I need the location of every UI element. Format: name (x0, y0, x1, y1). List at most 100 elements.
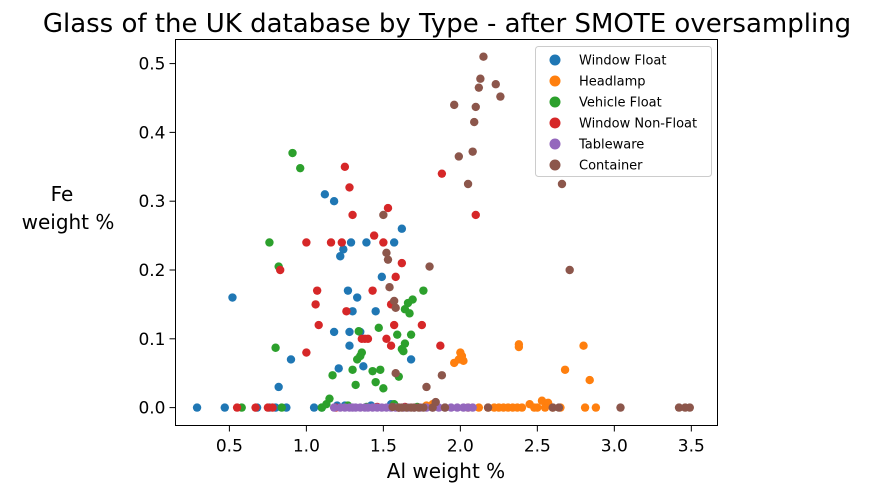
data-point (311, 300, 320, 309)
data-point (314, 320, 323, 330)
y-tick-label: 0.4 (138, 123, 165, 143)
data-point (302, 238, 311, 247)
data-point (383, 203, 393, 213)
data-point (232, 403, 242, 412)
plot-frame (175, 39, 718, 426)
data-point (345, 327, 354, 337)
series-window-float (192, 190, 416, 412)
data-point (533, 403, 542, 412)
data-point (397, 258, 407, 268)
data-point (302, 348, 311, 357)
data-point (371, 307, 380, 316)
legend-marker-window-non-float (549, 117, 561, 129)
data-point (491, 80, 500, 89)
data-point (450, 100, 459, 110)
data-point (220, 403, 229, 412)
data-point (369, 231, 379, 240)
data-point (271, 343, 280, 352)
x-tick-label: 2.5 (524, 437, 551, 457)
data-point (579, 341, 588, 350)
data-point (474, 403, 484, 412)
data-point (362, 238, 371, 247)
data-point (371, 377, 380, 387)
chart-title: Glass of the UK database by Type - after… (43, 9, 851, 39)
data-point (459, 356, 468, 366)
data-point (560, 365, 570, 374)
data-point (343, 286, 353, 295)
data-point (339, 245, 348, 254)
data-point (557, 179, 567, 189)
data-point (391, 303, 400, 313)
legend-marker-tableware (549, 138, 561, 150)
y-axis: 0.0 0.1 0.2 0.3 0.4 0.5 (138, 55, 176, 419)
data-point (389, 320, 399, 330)
data-point (389, 238, 399, 247)
data-point (352, 293, 362, 302)
data-point (286, 355, 296, 364)
series-container (379, 52, 694, 412)
data-point (389, 296, 399, 306)
data-point (476, 74, 485, 83)
legend-label-window-non-float: Window Non-Float (579, 117, 697, 132)
data-point (425, 262, 434, 271)
data-point (400, 339, 410, 348)
data-point (288, 148, 297, 158)
data-point (329, 196, 339, 206)
data-point (419, 286, 428, 295)
plot-area (175, 39, 718, 426)
legend-label-vehicle-float: Vehicle Float (579, 96, 662, 111)
data-point (376, 365, 385, 374)
data-point (342, 307, 351, 316)
data-point (348, 365, 357, 374)
data-point (514, 340, 524, 349)
data-point (405, 309, 414, 318)
data-point (328, 371, 337, 380)
x-axis: 0.5 1.0 1.5 2.0 2.5 3.0 3.5 (216, 425, 705, 457)
data-point (393, 330, 402, 339)
data-point (337, 238, 346, 247)
legend-label-tableware: Tableware (578, 138, 644, 153)
data-point (479, 52, 488, 61)
data-points (192, 52, 694, 412)
data-point (440, 403, 450, 412)
data-point (565, 265, 574, 275)
data-point (685, 403, 694, 412)
data-point (474, 83, 484, 92)
data-point (382, 334, 391, 343)
data-point (382, 248, 391, 257)
y-tick-label: 0.1 (138, 330, 165, 350)
data-point (436, 341, 445, 350)
data-point (616, 403, 625, 412)
legend-marker-window-float (549, 54, 561, 66)
data-point (388, 402, 397, 412)
data-point (471, 210, 480, 220)
data-point (483, 403, 493, 412)
y-tick-label: 0.0 (138, 399, 165, 419)
data-point (340, 162, 350, 171)
data-point (468, 403, 477, 412)
data-point (517, 403, 527, 412)
y-tick-label: 0.5 (138, 55, 165, 75)
data-point (354, 327, 363, 336)
legend-marker-headlamp (549, 75, 561, 87)
x-tick-label: 3.0 (601, 437, 628, 457)
data-point (277, 403, 286, 412)
legend-label-headlamp: Headlamp (579, 75, 646, 90)
data-point (431, 397, 440, 407)
data-point (265, 238, 274, 247)
data-point (329, 403, 339, 412)
y-tick-label: 0.3 (138, 192, 165, 212)
data-point (419, 403, 428, 412)
data-point (437, 371, 447, 380)
data-point (580, 403, 590, 412)
data-point (296, 163, 305, 173)
data-point (348, 210, 357, 220)
data-point (554, 403, 564, 412)
series-headlamp (422, 340, 601, 412)
data-point (274, 382, 283, 392)
x-tick-label: 0.5 (216, 437, 243, 457)
legend-box (535, 46, 712, 177)
legend-marker-container (549, 159, 561, 171)
data-point (309, 403, 319, 412)
data-point (228, 293, 237, 302)
